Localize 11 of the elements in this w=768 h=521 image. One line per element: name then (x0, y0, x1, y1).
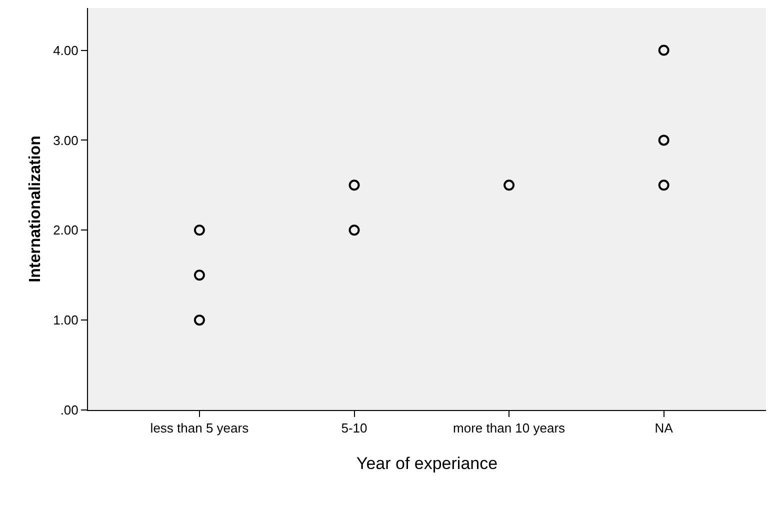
y-tick-label: 3.00 (53, 132, 78, 148)
y-tick-label: 4.00 (53, 42, 78, 58)
x-tick-label: more than 10 years (453, 420, 566, 436)
x-tick-label: less than 5 years (150, 420, 250, 436)
y-tick-label: 2.00 (53, 222, 78, 238)
y-axis-title: Internationalization (26, 136, 44, 282)
y-tick-label: .00 (60, 402, 78, 418)
y-tick-label: 1.00 (53, 312, 78, 328)
x-tick-label: NA (654, 420, 674, 436)
x-axis-title: Year of experiance (356, 454, 498, 473)
x-tick-label: 5-10 (341, 420, 368, 436)
